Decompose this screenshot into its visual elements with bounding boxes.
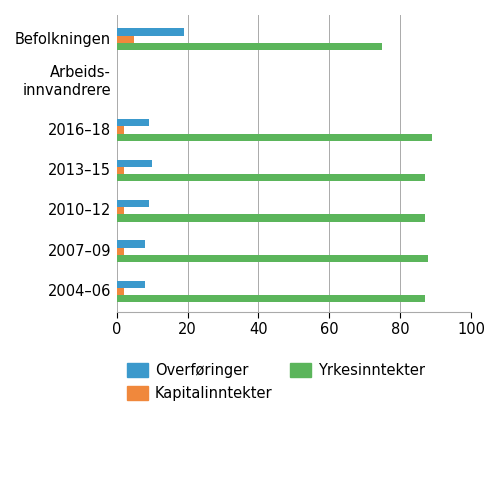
Bar <box>116 174 425 181</box>
Bar <box>116 207 124 215</box>
Bar <box>116 247 124 255</box>
Bar <box>116 134 432 141</box>
Bar <box>116 255 428 262</box>
Legend: Overføringer, Kapitalinntekter, Yrkesinntekter: Overføringer, Kapitalinntekter, Yrkesinn… <box>122 357 430 407</box>
Bar <box>116 28 184 35</box>
Bar <box>116 167 124 174</box>
Bar <box>116 288 124 295</box>
Bar <box>116 295 425 302</box>
Bar <box>116 240 145 247</box>
Bar <box>116 215 425 221</box>
Bar <box>116 160 152 167</box>
Bar <box>116 280 145 288</box>
Bar <box>116 43 382 50</box>
Bar <box>116 200 148 207</box>
Bar <box>116 35 134 43</box>
Bar <box>116 119 148 126</box>
Bar <box>116 126 124 134</box>
